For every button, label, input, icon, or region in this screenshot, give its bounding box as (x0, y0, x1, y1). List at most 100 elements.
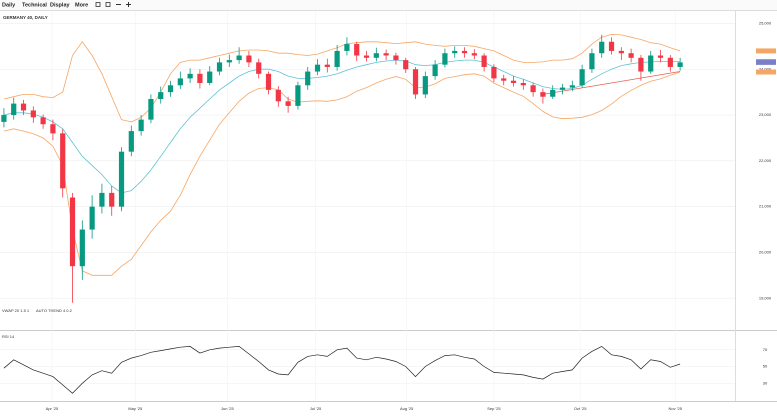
toolbar (0, 0, 777, 10)
candle-body (138, 119, 144, 132)
candle-body (20, 103, 27, 111)
candle-body (510, 80, 517, 83)
candle-body (403, 60, 409, 70)
candle-body (452, 50, 458, 54)
rsi-line (3, 345, 681, 394)
trend-line (542, 71, 681, 95)
candle-body (638, 57, 644, 72)
candle-body (79, 229, 85, 267)
candle-body (305, 71, 311, 86)
candle-body (285, 101, 291, 106)
candle-body (69, 197, 76, 267)
menu-display[interactable]: Display (50, 2, 71, 8)
candle-body (422, 76, 428, 95)
icon-zoom-in[interactable] (126, 2, 131, 7)
candle-body (158, 92, 164, 100)
candle-body (207, 71, 213, 83)
y-tick-label: 23,000 (759, 112, 772, 117)
candle-body (324, 64, 330, 67)
x-tick-label: Oct '25 (574, 406, 587, 411)
candle-body (30, 110, 36, 118)
candle-body (569, 85, 575, 88)
y-tick-label: 24,000 (759, 66, 772, 71)
x-tick-label: Apr '25 (46, 406, 59, 411)
candle-body (236, 55, 242, 61)
y-tick-label: 19,000 (759, 295, 772, 300)
candle-body (383, 53, 389, 56)
candle-body (295, 85, 301, 106)
indicator-line (3, 33, 681, 123)
candle-body (432, 64, 438, 77)
y-tick-label: 25,000 (759, 21, 772, 26)
candle-body (99, 192, 105, 207)
candle-body (11, 103, 17, 116)
candle-body (393, 55, 399, 61)
indicator-label: VWAP 20 1.5 1 (2, 308, 30, 313)
candle-body (246, 55, 252, 63)
candle-body (412, 69, 419, 95)
candle-body (677, 62, 683, 67)
candle-body (520, 82, 526, 86)
menu-more[interactable]: More (75, 2, 88, 8)
icon-save[interactable] (105, 2, 111, 7)
price-tag (756, 59, 776, 65)
candle-body (373, 53, 379, 58)
candle-body (226, 60, 232, 63)
icon-camera[interactable] (95, 2, 101, 7)
price-tag (756, 69, 776, 75)
candle-body (354, 44, 360, 56)
y-tick-label: 22,000 (759, 158, 772, 163)
y-tick-label: 50 (763, 364, 768, 369)
y-tick-label: 21,000 (759, 204, 772, 209)
candle-body (118, 151, 125, 207)
indicator-label: AUTO TREND 4 0.2 (36, 308, 73, 313)
candle-body (1, 115, 7, 122)
candle-body (167, 85, 174, 93)
chart-title: GERMANY 40, DAILY (3, 15, 48, 20)
y-tick-label: 70 (763, 347, 768, 352)
candle-body (657, 55, 664, 58)
candle-body (481, 55, 487, 67)
x-tick-label: Jun '25 (221, 406, 235, 411)
x-tick-label: Jul '25 (310, 406, 322, 411)
candle-body (608, 41, 615, 51)
rsi-title: RSI 14 (2, 334, 15, 339)
candle-body (599, 41, 605, 54)
candle-body (579, 69, 585, 86)
candle-body (540, 92, 546, 97)
candle-body (559, 87, 566, 90)
candle-body (589, 53, 595, 70)
candle-body (530, 85, 536, 93)
candle-body (550, 89, 556, 97)
candle-body (148, 99, 154, 120)
candle-body (50, 124, 56, 134)
candle-body (363, 55, 370, 58)
x-tick-label: Nov '25 (669, 406, 683, 411)
candle-body (648, 55, 654, 72)
candle-body (187, 73, 193, 79)
candle-body (177, 78, 183, 86)
x-tick-label: Aug '25 (400, 406, 414, 411)
candle-body (618, 50, 624, 54)
price-tag (756, 48, 776, 54)
y-tick-label: 30 (763, 380, 768, 385)
candle-body (334, 50, 340, 67)
candle-body (667, 57, 673, 67)
candle-body (216, 62, 223, 72)
indicator-line (3, 59, 681, 194)
candle-body (109, 192, 115, 207)
indicator-line (3, 71, 681, 276)
candle-body (314, 64, 321, 72)
candle-body (256, 62, 262, 74)
candle-body (128, 131, 134, 152)
candle-body (461, 50, 468, 54)
candle-body (89, 206, 95, 230)
candle-body (491, 66, 497, 79)
candle-body (197, 73, 203, 83)
menu-technical[interactable]: Technical (22, 2, 47, 8)
menu-daily[interactable]: Daily (2, 2, 16, 8)
candle-body (628, 53, 634, 58)
candle-body (471, 53, 477, 56)
x-tick-label: Sep '25 (487, 406, 501, 411)
